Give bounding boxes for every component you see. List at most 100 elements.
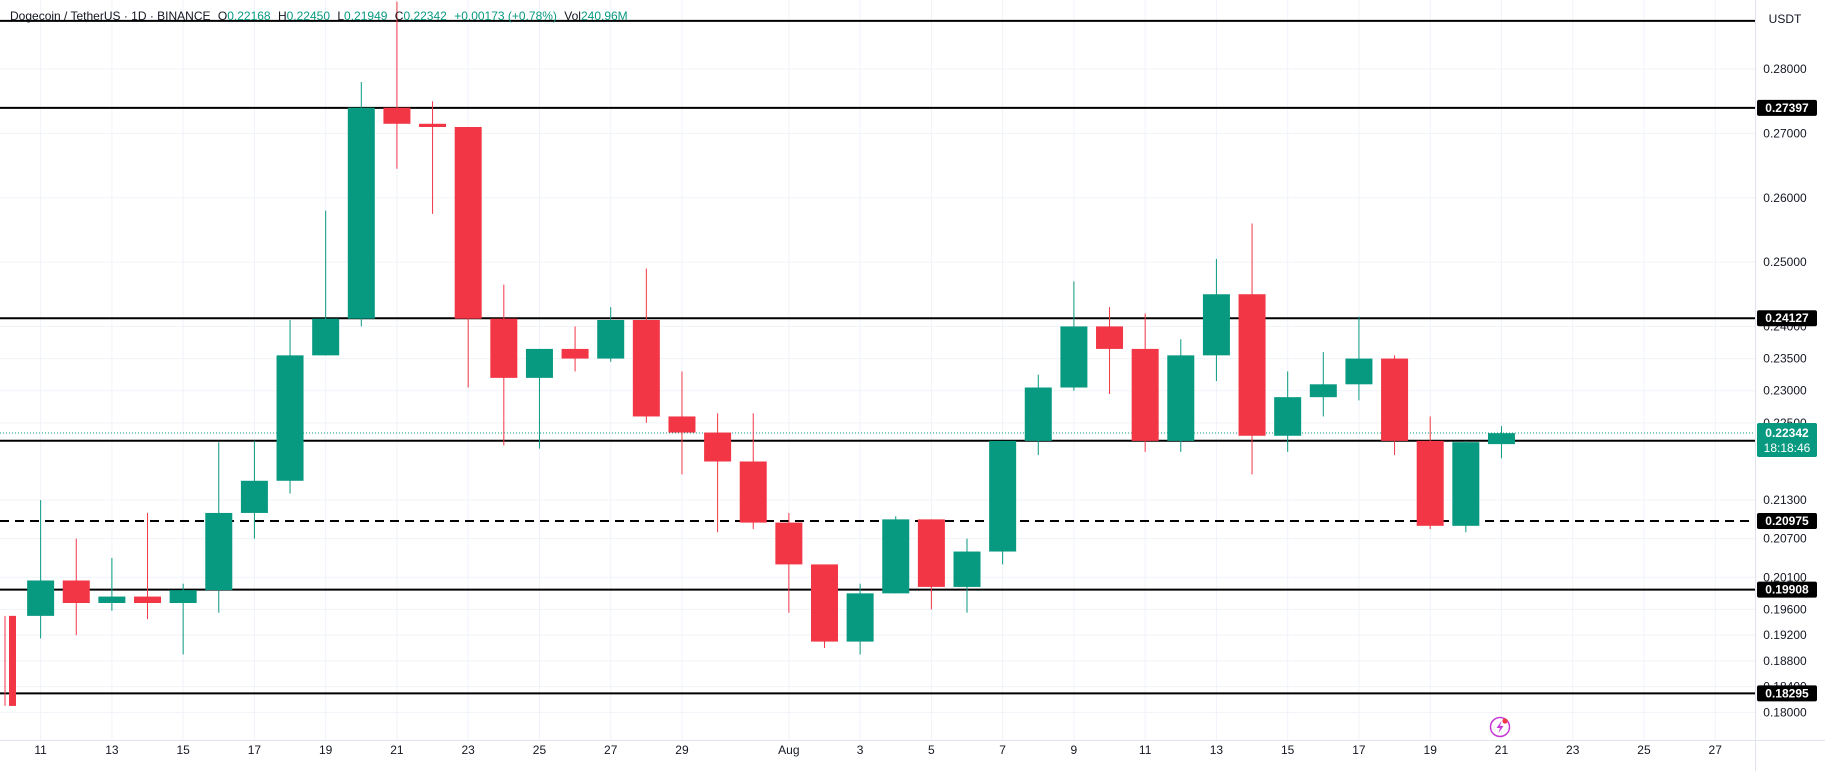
time-axis[interactable]: 11 13 15 17 19 21 23 25 27 29 Aug 3 5 7 9 11 13 15 17 19 21 2… xyxy=(0,740,1825,758)
candle xyxy=(632,268,660,423)
candle xyxy=(205,442,233,613)
open-label: O xyxy=(217,9,228,23)
x-tick-label: 15 xyxy=(1281,743,1295,757)
candle-body xyxy=(205,512,233,591)
candle-body xyxy=(704,432,732,462)
candle xyxy=(1452,440,1480,533)
candles xyxy=(4,1,1515,706)
currency-label[interactable]: USDT xyxy=(1769,12,1802,26)
candle-body xyxy=(169,590,197,603)
candle xyxy=(1487,426,1515,459)
candle xyxy=(27,500,55,639)
x-tick-label: 13 xyxy=(1210,743,1224,757)
candle-body xyxy=(490,318,518,378)
candle-body xyxy=(1416,440,1444,526)
candle xyxy=(953,538,981,613)
candle-body xyxy=(454,127,482,319)
x-tick-label: 5 xyxy=(928,743,935,757)
open-value: 0.22168 xyxy=(227,9,271,23)
candle-body xyxy=(1167,355,1195,441)
candle xyxy=(419,101,447,214)
level-price-tag-text: 0.24127 xyxy=(1765,311,1809,325)
price-axis[interactable]: USDT 0.280000.270000.260000.250000.24000… xyxy=(1755,0,1808,771)
price-labels: 0.273970.241270.222220.209750.199080.182… xyxy=(1757,99,1817,702)
x-tick-label: 11 xyxy=(1139,743,1152,757)
candle-body xyxy=(1487,433,1515,445)
x-tick-label: 19 xyxy=(1424,743,1438,757)
candle-body xyxy=(810,564,838,642)
candle xyxy=(1416,416,1444,530)
candle-body xyxy=(882,519,910,594)
candle xyxy=(810,564,838,649)
candle xyxy=(989,440,1017,565)
y-tick-label: 0.18800 xyxy=(1763,654,1807,668)
y-tick-label: 0.20100 xyxy=(1763,570,1807,584)
x-tick-label: 15 xyxy=(176,743,190,757)
lightning-icon[interactable] xyxy=(1489,716,1511,738)
x-tick-label: 17 xyxy=(1352,743,1366,757)
level-price-tag-text: 0.20975 xyxy=(1765,514,1809,528)
candle xyxy=(525,348,553,449)
candle-body xyxy=(9,615,16,706)
candle-body xyxy=(419,123,447,127)
candle-body xyxy=(1060,326,1088,388)
candle xyxy=(169,583,197,655)
low-value: 0.21949 xyxy=(344,9,388,23)
x-tick-label: 25 xyxy=(1637,743,1651,757)
candle-body xyxy=(98,596,126,603)
y-tick-label: 0.25000 xyxy=(1763,255,1807,269)
countdown-text: 18:18:46 xyxy=(1764,441,1811,455)
x-tick-label: 21 xyxy=(1495,743,1509,757)
level-price-tag-bg xyxy=(1757,99,1817,116)
y-tick-label: 0.28000 xyxy=(1763,62,1807,76)
candle-body xyxy=(1381,358,1409,441)
x-tick-label: 11 xyxy=(34,743,47,757)
level-price-tag: 0.20975 xyxy=(1757,512,1817,529)
y-tick-label: 0.18000 xyxy=(1763,705,1807,719)
candle xyxy=(1202,258,1230,382)
candle-body xyxy=(1131,348,1159,441)
candle xyxy=(1024,374,1052,456)
volume-value: 240.96M xyxy=(580,9,628,23)
candle xyxy=(98,557,126,611)
candle-body xyxy=(383,107,411,124)
x-tick-label: 23 xyxy=(1566,743,1580,757)
candle-body xyxy=(1452,442,1480,526)
y-tick-label: 0.21300 xyxy=(1763,493,1807,507)
level-price-tag-bg xyxy=(1757,512,1817,529)
last-price-bg xyxy=(1757,423,1817,458)
candle xyxy=(312,210,340,356)
candle-body xyxy=(775,522,803,565)
x-tick-label: 21 xyxy=(390,743,404,757)
candle-body xyxy=(276,355,304,481)
candle-body xyxy=(1238,294,1266,436)
candle xyxy=(134,512,162,620)
candle xyxy=(597,307,625,362)
x-tick-label: 3 xyxy=(857,743,864,757)
level-price-tag-bg xyxy=(1757,685,1817,702)
y-tick-label: 0.20700 xyxy=(1763,532,1807,546)
x-tick-label: 19 xyxy=(319,743,333,757)
candle xyxy=(1309,352,1337,417)
x-tick-label: 13 xyxy=(105,743,119,757)
symbol-title[interactable]: Dogecoin / TetherUS · 1D · BINANCE xyxy=(10,9,211,23)
candle-body xyxy=(525,348,553,378)
candle xyxy=(1274,371,1302,452)
candle xyxy=(882,516,910,594)
candle xyxy=(1096,307,1124,394)
candle xyxy=(668,371,696,475)
candle xyxy=(1238,223,1266,475)
candle-body xyxy=(1096,326,1124,349)
x-tick-label: 17 xyxy=(248,743,262,757)
candle-body xyxy=(1309,384,1337,398)
candle xyxy=(1060,281,1088,391)
candle xyxy=(454,127,482,388)
volume-label: Vol xyxy=(564,9,581,23)
x-tick-label: 25 xyxy=(533,743,547,757)
candle-body xyxy=(1202,294,1230,356)
high-value: 0.22450 xyxy=(286,9,331,23)
symbol-legend[interactable]: Dogecoin / TetherUS · 1D · BINANCE O0.22… xyxy=(10,9,628,23)
candle-body xyxy=(632,319,660,417)
